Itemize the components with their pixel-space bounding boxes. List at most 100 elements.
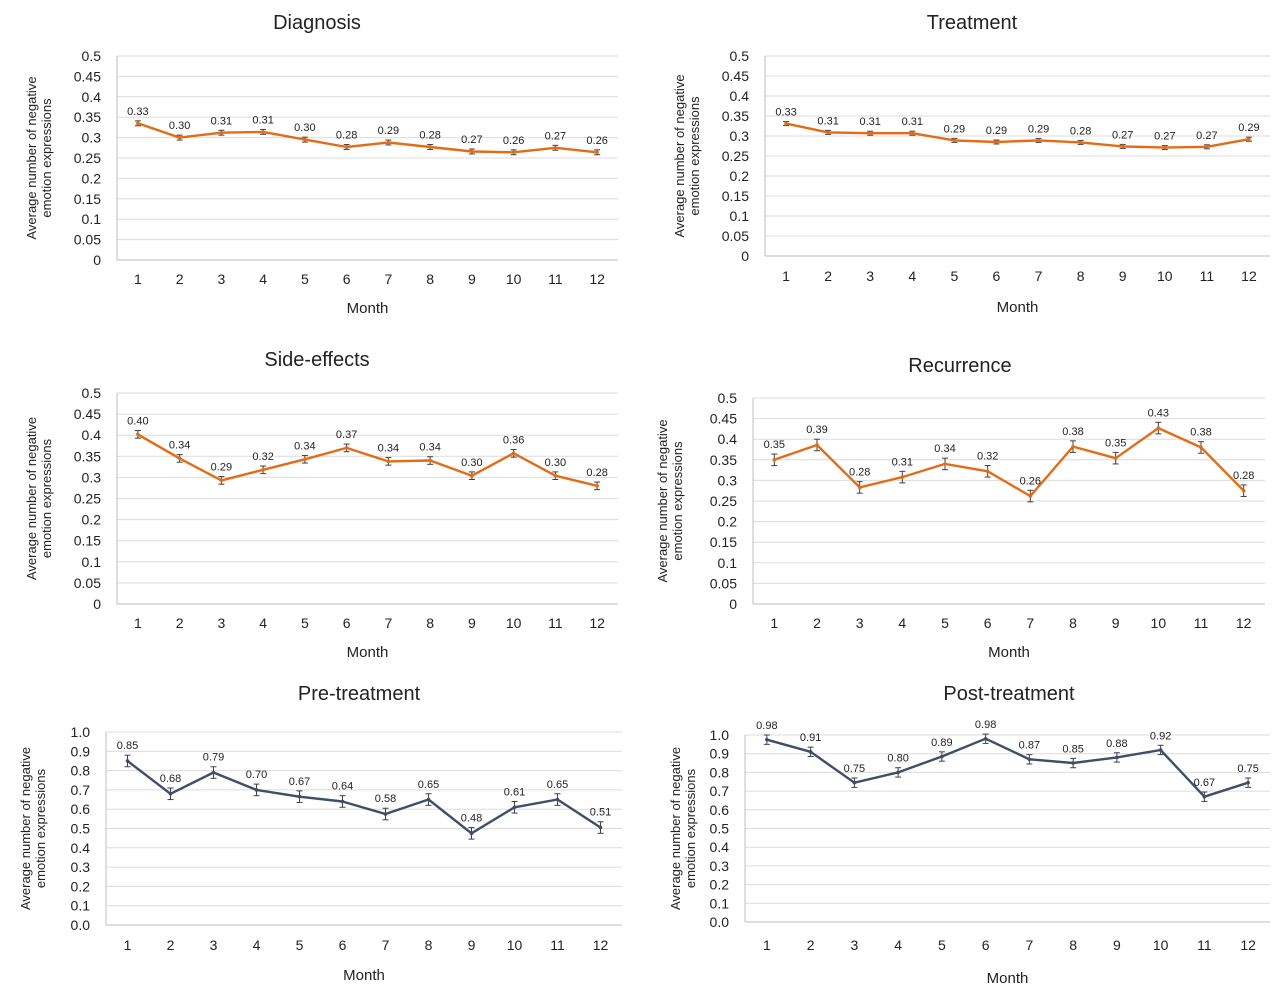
data-point <box>1113 456 1118 460</box>
x-tick-label: 6 <box>982 937 990 953</box>
x-tick-label: 7 <box>382 937 390 953</box>
y-axis-title-line-2: emotion expressions <box>33 768 48 888</box>
x-axis-title: Month <box>347 644 389 661</box>
data-label: 0.87 <box>1019 740 1040 752</box>
y-tick-label: 0.5 <box>82 48 102 64</box>
x-tick-label: 2 <box>807 937 815 953</box>
data-label: 0.33 <box>127 106 148 118</box>
y-tick-label: 0.25 <box>722 148 749 164</box>
data-point <box>1028 494 1033 498</box>
data-label: 0.35 <box>764 439 785 451</box>
data-label: 0.28 <box>336 130 357 142</box>
x-tick-label: 10 <box>1151 615 1167 631</box>
x-tick-label: 8 <box>426 615 434 631</box>
data-label: 0.36 <box>503 435 524 447</box>
y-tick-label: 0.8 <box>71 763 91 779</box>
x-tick-label: 6 <box>343 271 351 287</box>
data-label: 0.85 <box>117 740 138 752</box>
x-tick-label: 1 <box>134 615 142 631</box>
x-axis-title: Month <box>343 967 385 984</box>
data-label: 0.65 <box>418 779 439 791</box>
data-label: 0.98 <box>975 719 996 731</box>
y-axis-title-line-1: Average number of negative <box>24 417 39 580</box>
x-tick-label: 12 <box>589 271 605 287</box>
x-tick-label: 12 <box>589 615 605 631</box>
data-label: 0.28 <box>1070 125 1091 137</box>
chart-title: Side-effects <box>264 349 369 371</box>
x-tick-label: 3 <box>217 271 225 287</box>
y-tick-label: 0.3 <box>82 469 102 485</box>
x-tick-label: 3 <box>866 268 874 284</box>
data-point <box>383 812 388 816</box>
data-label: 0.70 <box>246 769 267 781</box>
data-label: 0.27 <box>1154 131 1175 143</box>
data-point <box>344 446 349 450</box>
data-point <box>900 475 905 479</box>
y-tick-label: 0 <box>93 596 101 612</box>
data-label: 0.32 <box>252 451 273 463</box>
data-label: 0.58 <box>375 793 396 805</box>
data-label: 0.27 <box>545 130 566 142</box>
x-tick-label: 8 <box>1069 615 1077 631</box>
data-point <box>1247 137 1251 141</box>
x-tick-label: 2 <box>824 268 832 284</box>
y-axis-title: Average number of negativeemotion expres… <box>18 747 48 910</box>
data-point <box>765 737 769 742</box>
data-point <box>1036 138 1041 143</box>
y-tick-label: 0.15 <box>722 188 749 204</box>
y-tick-label: 0.1 <box>82 211 102 227</box>
data-point <box>815 443 819 447</box>
y-axis-title-line-2: emotion expressions <box>683 768 698 888</box>
x-axis-title: Month <box>997 299 1039 316</box>
y-tick-label: 0.6 <box>71 801 91 817</box>
data-label: 0.67 <box>1194 777 1215 789</box>
chart-panel-3: Side-effects 0 0.05 0.1 0.15 0.2 0.25 0.3 0.35 0.… <box>24 349 618 661</box>
x-tick-label: 7 <box>1035 268 1043 284</box>
data-point <box>386 459 391 464</box>
data-point <box>868 131 873 135</box>
data-point <box>470 149 474 154</box>
y-axis-title: Average number of negativeemotion expres… <box>655 419 685 582</box>
chart-title: Recurrence <box>908 355 1011 377</box>
data-label: 0.29 <box>211 462 232 474</box>
data-point <box>470 473 474 478</box>
data-point <box>219 130 224 135</box>
y-tick-label: 0.8 <box>710 764 730 780</box>
chart-panel-2: Treatment 0 0.05 0.1 0.15 0.2 0.25 0.3 0.35 0.4 0.… <box>672 12 1270 316</box>
y-tick-label: 0 <box>741 248 749 264</box>
series-line <box>137 122 598 154</box>
y-tick-label: 0.3 <box>710 858 730 874</box>
y-tick-label: 0.2 <box>730 168 750 184</box>
y-tick-label: 0.0 <box>710 914 730 930</box>
data-point <box>211 770 216 775</box>
data-label: 0.31 <box>892 456 913 468</box>
data-label: 0.39 <box>806 424 827 436</box>
y-tick-label: 0.1 <box>71 898 91 914</box>
y-tick-label: 0.4 <box>730 88 750 104</box>
x-tick-label: 11 <box>548 271 563 287</box>
x-tick-label: 1 <box>763 937 771 953</box>
data-point <box>943 462 947 466</box>
data-point <box>1199 445 1203 450</box>
data-point <box>426 797 431 802</box>
y-tick-label: 0.4 <box>82 427 102 443</box>
x-tick-label: 9 <box>468 937 476 953</box>
x-tick-label: 6 <box>343 615 351 631</box>
y-tick-label: 0.35 <box>74 448 101 464</box>
x-tick-label: 8 <box>426 271 434 287</box>
data-label: 0.26 <box>586 135 607 147</box>
data-label: 0.29 <box>944 123 965 135</box>
data-point <box>808 750 813 754</box>
data-label: 0.31 <box>817 115 838 127</box>
y-tick-label: 1.0 <box>710 727 730 743</box>
data-label: 0.48 <box>461 813 482 825</box>
y-axis-title-line-2: emotion expressions <box>687 96 702 216</box>
data-label: 0.31 <box>211 115 232 127</box>
x-axis-title: Month <box>987 970 1029 985</box>
data-point <box>177 456 182 461</box>
x-tick-label: 9 <box>1112 615 1120 631</box>
x-tick-label: 5 <box>301 271 309 287</box>
y-tick-label: 0.35 <box>722 108 749 124</box>
y-tick-label: 0.3 <box>730 128 750 144</box>
